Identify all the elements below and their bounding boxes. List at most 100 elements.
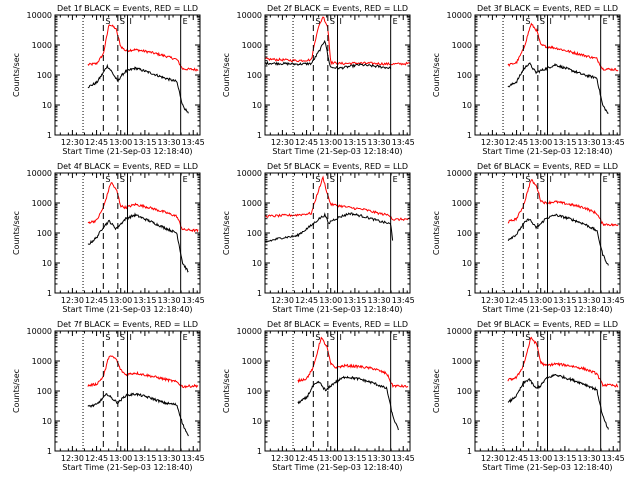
- y-tick-label: 100: [37, 229, 52, 238]
- y-axis-label: Counts/sec: [432, 369, 441, 413]
- lld-series-line: [507, 336, 619, 388]
- x-tick-label: 13:15: [133, 138, 156, 147]
- marker-label: I: [550, 17, 552, 26]
- x-tick-label: 13:15: [133, 296, 156, 305]
- marker-label: S: [330, 333, 335, 342]
- x-tick-label: 13:30: [368, 138, 391, 147]
- x-tick-label: 12:45: [295, 296, 318, 305]
- x-tick-label: 13:45: [392, 296, 415, 305]
- x-axis-label: Start Time (21-Sep-03 12:18:40): [62, 463, 192, 472]
- y-tick-label: 1000: [452, 41, 472, 50]
- x-tick-label: 12:30: [61, 138, 84, 147]
- x-tick-label: 13:45: [602, 138, 625, 147]
- x-tick-label: 13:30: [368, 454, 391, 463]
- marker-label: S: [315, 175, 320, 184]
- panel-title: Det 8f BLACK = Events, RED = LLD: [267, 320, 408, 329]
- y-tick-label: 10000: [447, 11, 472, 20]
- y-tick-label: 10000: [27, 327, 52, 336]
- y-tick-label: 1000: [242, 199, 262, 208]
- x-tick-label: 12:30: [271, 296, 294, 305]
- x-axis-label: Start Time (21-Sep-03 12:18:40): [482, 147, 612, 156]
- y-tick-label: 10: [42, 417, 52, 426]
- x-axis-label: Start Time (21-Sep-03 12:18:40): [272, 147, 402, 156]
- y-tick-label: 10000: [447, 169, 472, 178]
- x-tick-label: 13:45: [602, 296, 625, 305]
- x-tick-label: 12:45: [85, 454, 108, 463]
- marker-label: E: [393, 175, 398, 184]
- marker-label: S: [525, 175, 530, 184]
- marker-label: S: [105, 333, 110, 342]
- lld-series-line: [87, 355, 199, 389]
- marker-label: S: [120, 17, 125, 26]
- events-series-line: [87, 212, 189, 273]
- y-tick-label: 100: [247, 387, 262, 396]
- x-tick-label: 12:30: [481, 296, 504, 305]
- y-tick-label: 10000: [237, 327, 262, 336]
- x-tick-label: 13:15: [553, 138, 576, 147]
- y-tick-label: 1: [47, 289, 52, 298]
- x-tick-label: 13:00: [319, 454, 342, 463]
- x-axis-label: Start Time (21-Sep-03 12:18:40): [482, 463, 612, 472]
- x-tick-label: 12:45: [295, 454, 318, 463]
- y-tick-label: 1: [257, 131, 262, 140]
- x-axis-label: Start Time (21-Sep-03 12:18:40): [62, 305, 192, 314]
- y-axis-label: Counts/sec: [12, 369, 21, 413]
- y-tick-label: 10: [42, 259, 52, 268]
- marker-label: S: [315, 17, 320, 26]
- x-tick-label: 13:45: [602, 454, 625, 463]
- marker-label: I: [550, 333, 552, 342]
- x-tick-label: 12:45: [295, 138, 318, 147]
- x-axis-label: Start Time (21-Sep-03 12:18:40): [62, 147, 192, 156]
- marker-label: I: [130, 333, 132, 342]
- x-tick-label: 13:45: [182, 296, 205, 305]
- x-tick-label: 12:30: [61, 454, 84, 463]
- y-axis-label: Counts/sec: [222, 369, 231, 413]
- panel-title: Det 9f BLACK = Events, RED = LLD: [477, 320, 618, 329]
- x-tick-label: 13:30: [158, 296, 181, 305]
- y-axis-label: Counts/sec: [222, 53, 231, 97]
- x-tick-label: 13:45: [182, 454, 205, 463]
- marker-label: I: [550, 175, 552, 184]
- marker-label: I: [340, 175, 342, 184]
- x-tick-label: 13:00: [109, 296, 132, 305]
- y-tick-label: 10: [42, 101, 52, 110]
- marker-label: S: [105, 175, 110, 184]
- x-tick-label: 12:45: [505, 454, 528, 463]
- y-tick-label: 100: [457, 71, 472, 80]
- x-tick-label: 13:15: [343, 138, 366, 147]
- y-tick-label: 100: [457, 387, 472, 396]
- marker-label: E: [603, 333, 608, 342]
- y-tick-label: 1000: [242, 41, 262, 50]
- x-tick-label: 12:45: [505, 138, 528, 147]
- lld-series-line: [297, 336, 409, 389]
- y-tick-label: 100: [247, 71, 262, 80]
- x-tick-label: 12:30: [271, 138, 294, 147]
- y-tick-label: 1000: [32, 199, 52, 208]
- marker-label: E: [393, 17, 398, 26]
- y-axis-label: Counts/sec: [222, 211, 231, 255]
- y-tick-label: 1: [467, 289, 472, 298]
- marker-label: S: [540, 175, 545, 184]
- y-tick-label: 1000: [32, 357, 52, 366]
- panel-title: Det 5f BLACK = Events, RED = LLD: [267, 162, 408, 171]
- marker-label: S: [315, 333, 320, 342]
- y-tick-label: 10: [462, 259, 472, 268]
- y-axis-label: Counts/sec: [432, 211, 441, 255]
- x-tick-label: 13:00: [319, 296, 342, 305]
- y-tick-label: 10: [252, 259, 262, 268]
- y-tick-label: 1: [467, 447, 472, 456]
- y-tick-label: 10000: [27, 169, 52, 178]
- y-tick-label: 1000: [452, 199, 472, 208]
- y-tick-label: 10: [252, 417, 262, 426]
- events-series-line: [87, 392, 189, 437]
- x-tick-label: 12:45: [85, 138, 108, 147]
- marker-label: S: [525, 333, 530, 342]
